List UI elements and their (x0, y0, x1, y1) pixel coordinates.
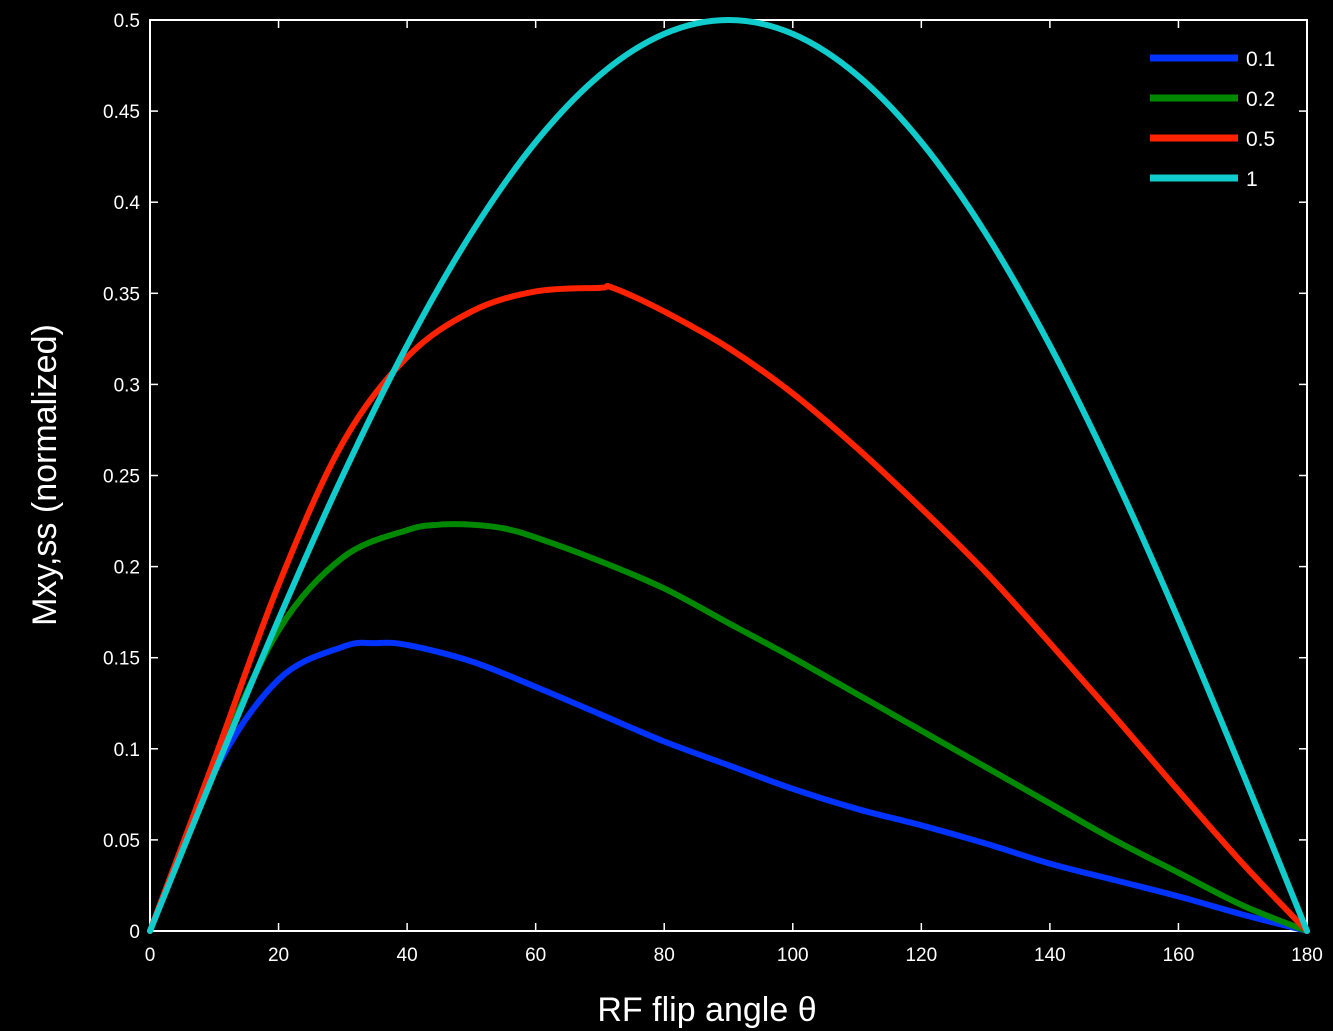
y-tick-label: 0.05 (103, 831, 140, 852)
series-line-0-2 (147, 521, 1310, 934)
x-axis-title: RF flip angle θ (597, 991, 816, 1029)
legend-label: 1 (1246, 168, 1258, 191)
x-tick-label: 0 (145, 945, 156, 966)
series-line-1 (147, 17, 1310, 934)
legend-label: 0.2 (1246, 88, 1275, 111)
x-tick-label: 160 (1163, 945, 1195, 966)
y-tick-label: 0.15 (103, 649, 140, 670)
y-tick-label: 0.5 (114, 11, 140, 32)
x-tick-label: 120 (905, 945, 937, 966)
legend-label: 0.1 (1246, 48, 1275, 71)
x-tick-label: 60 (525, 945, 546, 966)
y-tick-label: 0.35 (103, 284, 140, 305)
series-line-0-1 (147, 639, 1310, 934)
legend-label: 0.5 (1246, 128, 1275, 151)
y-tick-label: 0.4 (114, 193, 141, 214)
x-tick-label: 180 (1291, 945, 1323, 966)
x-tick-label: 80 (654, 945, 675, 966)
y-tick-label: 0.45 (103, 102, 140, 123)
y-tick-label: 0.3 (114, 375, 140, 396)
y-tick-label: 0.2 (114, 558, 140, 579)
x-tick-label: 100 (777, 945, 809, 966)
y-tick-labels: 0 0.05 0.1 0.15 0.2 0.25 0.3 0.35 0.4 0.45 0.5 (103, 11, 140, 943)
x-tick-label: 140 (1034, 945, 1066, 966)
y-tick-label: 0.25 (103, 467, 140, 488)
x-tick-label: 40 (397, 945, 418, 966)
series-lines (147, 17, 1310, 934)
x-tick-label: 20 (268, 945, 289, 966)
legend: 0.1 0.2 0.5 1 (1150, 48, 1275, 191)
series-line-0-5 (147, 282, 1310, 934)
y-tick-label: 0.1 (114, 740, 140, 761)
y-axis-title: Mxy,ss (normalized) (26, 324, 64, 626)
x-tick-labels: 0 20 40 60 80 100 120 140 160 180 (145, 945, 1323, 966)
y-tick-label: 0 (129, 922, 140, 943)
